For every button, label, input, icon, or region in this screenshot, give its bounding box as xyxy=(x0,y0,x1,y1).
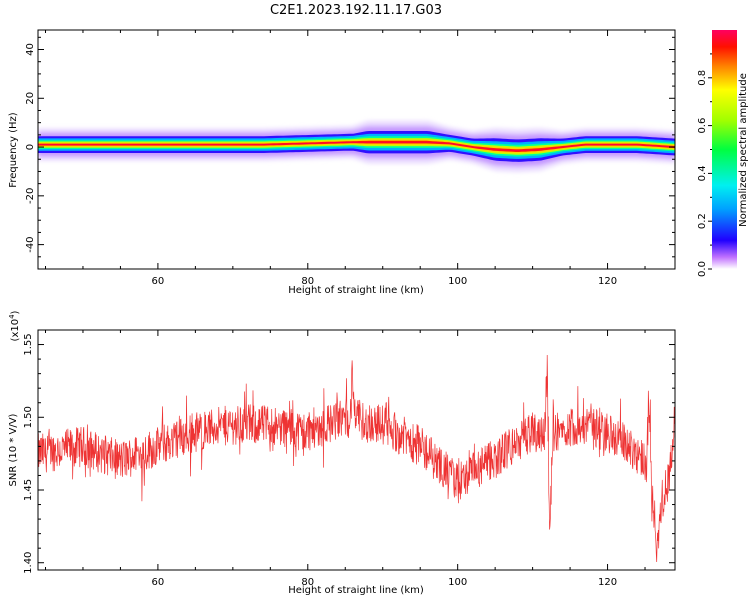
snr-ytick-label: 1.45 xyxy=(23,479,34,501)
spectrogram-ticks: 60 80 100 120 -40 -20 0 20 40 xyxy=(25,30,675,287)
spectrogram-panel: 60 80 100 120 -40 -20 0 20 40 Height of straight… xyxy=(8,29,676,296)
spectrogram-ylabel: Frequency (Hz) xyxy=(8,112,19,188)
colorbar-tick-label: 0.6 xyxy=(697,118,708,134)
spectrogram-ytick-label: 40 xyxy=(25,43,36,56)
spectrogram-xtick-label: 60 xyxy=(152,276,165,287)
spectrogram-ytick-label: -40 xyxy=(25,236,36,252)
colorbar-ticks: 0.0 0.2 0.4 0.6 0.8 xyxy=(697,53,712,277)
snr-ytick-label: 1.55 xyxy=(23,333,34,355)
spectrogram-ytick-label: -20 xyxy=(25,188,36,204)
colorbar-tick-label: 0.0 xyxy=(697,261,708,277)
spectrogram-xtick-label: 80 xyxy=(301,276,314,287)
snr-xtick-label: 60 xyxy=(152,577,165,588)
snr-ticks: 60 80 100 120 1.40 1.45 1.50 1.55 xyxy=(23,330,675,588)
snr-ytick-label: 1.50 xyxy=(23,406,34,428)
snr-panel: 60 80 100 120 1.40 1.45 1.50 1.55 Height of str… xyxy=(8,310,676,596)
spectrogram-xlabel: Height of straight line (km) xyxy=(288,285,424,296)
snr-scale-label: (x104) xyxy=(8,310,21,341)
spectrogram-xtick-label: 100 xyxy=(448,276,467,287)
snr-ytick-label: 1.40 xyxy=(23,552,34,574)
snr-xlabel: Height of straight line (km) xyxy=(288,585,424,596)
spectrogram-band-7 xyxy=(38,140,675,152)
figure-title: C2E1.2023.192.11.17.G03 xyxy=(270,3,442,18)
snr-series-line xyxy=(38,355,675,563)
spectrogram-ytick-label: 20 xyxy=(25,92,36,105)
colorbar-tick-label: 0.4 xyxy=(697,165,708,181)
colorbar-gradient xyxy=(712,30,737,269)
snr-xtick-label: 100 xyxy=(448,577,467,588)
spectrogram-ridge xyxy=(38,120,675,173)
colorbar-tick-label: 0.8 xyxy=(697,70,708,86)
snr-ylabel: SNR (10 * V/V) xyxy=(8,413,19,486)
spectrogram-peak-line xyxy=(38,141,675,152)
spectrogram-xtick-label: 120 xyxy=(598,276,617,287)
colorbar-tick-label: 0.2 xyxy=(697,213,708,229)
colorbar-label: Normalized spectral amplitude xyxy=(738,73,749,227)
spectrogram-ytick-label: 0 xyxy=(25,144,36,150)
snr-frame xyxy=(37,329,676,571)
snr-xtick-label: 80 xyxy=(301,577,314,588)
colorbar: 0.0 0.2 0.4 0.6 0.8 Normalized spectral ampl… xyxy=(697,30,749,277)
snr-xtick-label: 120 xyxy=(598,577,617,588)
